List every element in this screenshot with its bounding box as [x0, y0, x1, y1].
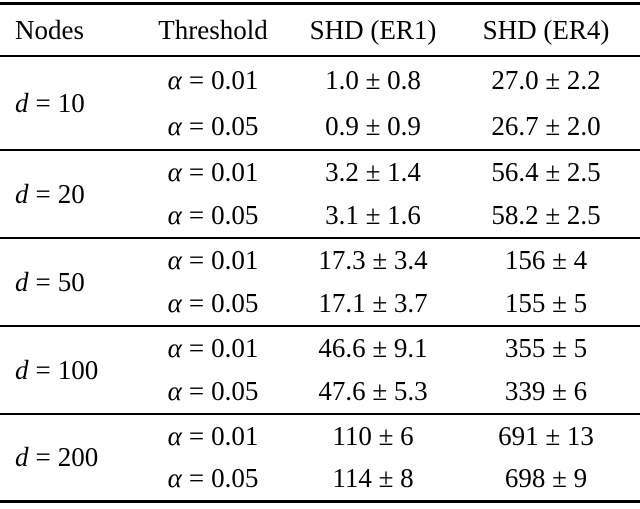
nodes-cell: d = 20: [0, 151, 132, 237]
nodes-cell: d = 200: [0, 415, 132, 500]
shd-er1-cell: 110 ± 6: [332, 420, 414, 451]
threshold-value: 0.05: [211, 200, 259, 230]
col-header-threshold: Threshold: [158, 14, 268, 45]
shd-er4-cell: 698 ± 9: [504, 463, 588, 494]
equals-sign: =: [188, 64, 205, 95]
shd-er4-cell: 26.7 ± 2.0: [491, 110, 601, 141]
shd-er4-cell: 56.4 ± 2.5: [491, 157, 601, 187]
threshold-cell: α = 0.05: [132, 194, 294, 237]
table-group-d20: d = 20 α = 0.01 3.2 ± 1.4 56.4 ± 2.5 α = 0.05 …: [0, 151, 640, 239]
col-header-shd-er4: SHD (ER4): [482, 14, 610, 45]
shd-er1-cell: 1.0 ± 0.8: [325, 64, 421, 95]
equals-sign: =: [188, 420, 205, 451]
table-group-d100: d = 100 α = 0.01 46.6 ± 9.1 355 ± 5 α = 0.05 4…: [0, 327, 640, 415]
threshold-cell: α = 0.05: [132, 458, 294, 501]
shd-er4-cell: 156 ± 4: [504, 245, 588, 275]
alpha-symbol: α: [167, 333, 182, 363]
alpha-symbol: α: [167, 245, 182, 275]
threshold-cell: α = 0.01: [132, 415, 294, 458]
equals-sign: =: [35, 87, 51, 118]
table-group-d10: d = 10 α = 0.01 1.0 ± 0.8 27.0 ± 2.2 α = 0.05 …: [0, 57, 640, 151]
threshold-value: 0.01: [211, 420, 259, 451]
nodes-value: 20: [57, 178, 85, 209]
alpha-symbol: α: [167, 110, 182, 141]
equals-sign: =: [35, 354, 51, 385]
shd-er1-cell: 114 ± 8: [332, 463, 414, 494]
shd-er4-cell: 155 ± 5: [504, 288, 588, 318]
shd-er4-cell: 58.2 ± 2.5: [491, 200, 601, 230]
alpha-symbol: α: [167, 64, 182, 95]
threshold-cell: α = 0.01: [132, 327, 294, 370]
threshold-cell: α = 0.01: [132, 57, 294, 103]
col-header-nodes: Nodes: [15, 14, 84, 45]
nodes-cell: d = 10: [0, 57, 132, 149]
threshold-value: 0.05: [211, 376, 259, 406]
table-group-d50: d = 50 α = 0.01 17.3 ± 3.4 156 ± 4 α = 0.05 17…: [0, 239, 640, 327]
equals-sign: =: [188, 200, 205, 230]
nodes-value: 50: [57, 266, 85, 297]
alpha-symbol: α: [167, 288, 182, 318]
nodes-symbol: d: [15, 442, 29, 472]
alpha-symbol: α: [167, 463, 182, 494]
nodes-value: 100: [57, 354, 99, 385]
shd-er4-cell: 691 ± 13: [498, 420, 594, 451]
threshold-cell: α = 0.05: [132, 282, 294, 325]
threshold-value: 0.05: [211, 463, 259, 494]
col-header-shd-er1: SHD (ER1): [309, 14, 437, 45]
threshold-cell: α = 0.05: [132, 370, 294, 413]
shd-er1-cell: 17.3 ± 3.4: [318, 245, 428, 275]
equals-sign: =: [35, 266, 51, 297]
threshold-value: 0.05: [211, 288, 259, 318]
table-group-d200: d = 200 α = 0.01 110 ± 6 691 ± 13 α = 0.05 114…: [0, 415, 640, 500]
alpha-symbol: α: [167, 200, 182, 230]
nodes-symbol: d: [15, 266, 29, 297]
threshold-value: 0.01: [211, 157, 259, 187]
equals-sign: =: [188, 157, 205, 187]
threshold-value: 0.01: [211, 245, 259, 275]
shd-er4-cell: 355 ± 5: [504, 333, 588, 363]
equals-sign: =: [188, 376, 205, 406]
table-header-row: Nodes Threshold SHD (ER1) SHD (ER4): [0, 5, 640, 57]
shd-er4-cell: 27.0 ± 2.2: [491, 64, 601, 95]
shd-er1-cell: 47.6 ± 5.3: [318, 376, 428, 406]
shd-er1-cell: 3.2 ± 1.4: [325, 157, 421, 187]
nodes-symbol: d: [15, 354, 29, 385]
shd-er4-cell: 339 ± 6: [504, 376, 588, 406]
equals-sign: =: [188, 333, 205, 363]
threshold-cell: α = 0.01: [132, 151, 294, 194]
equals-sign: =: [188, 245, 205, 275]
shd-er1-cell: 17.1 ± 3.7: [318, 288, 428, 318]
equals-sign: =: [35, 178, 51, 209]
equals-sign: =: [188, 463, 205, 494]
nodes-symbol: d: [15, 178, 29, 209]
shd-er1-cell: 46.6 ± 9.1: [318, 333, 428, 363]
threshold-value: 0.05: [211, 110, 259, 141]
equals-sign: =: [188, 288, 205, 318]
alpha-symbol: α: [167, 376, 182, 406]
shd-er1-cell: 3.1 ± 1.6: [325, 200, 421, 230]
shd-er1-cell: 0.9 ± 0.9: [325, 110, 421, 141]
nodes-cell: d = 50: [0, 239, 132, 325]
threshold-value: 0.01: [211, 64, 259, 95]
alpha-symbol: α: [167, 420, 182, 451]
threshold-cell: α = 0.05: [132, 103, 294, 149]
nodes-cell: d = 100: [0, 327, 132, 413]
nodes-value: 10: [57, 87, 85, 118]
nodes-value: 200: [57, 442, 99, 472]
alpha-symbol: α: [167, 157, 182, 187]
equals-sign: =: [35, 442, 51, 472]
nodes-symbol: d: [15, 87, 29, 118]
equals-sign: =: [188, 110, 205, 141]
threshold-cell: α = 0.01: [132, 239, 294, 282]
threshold-value: 0.01: [211, 333, 259, 363]
